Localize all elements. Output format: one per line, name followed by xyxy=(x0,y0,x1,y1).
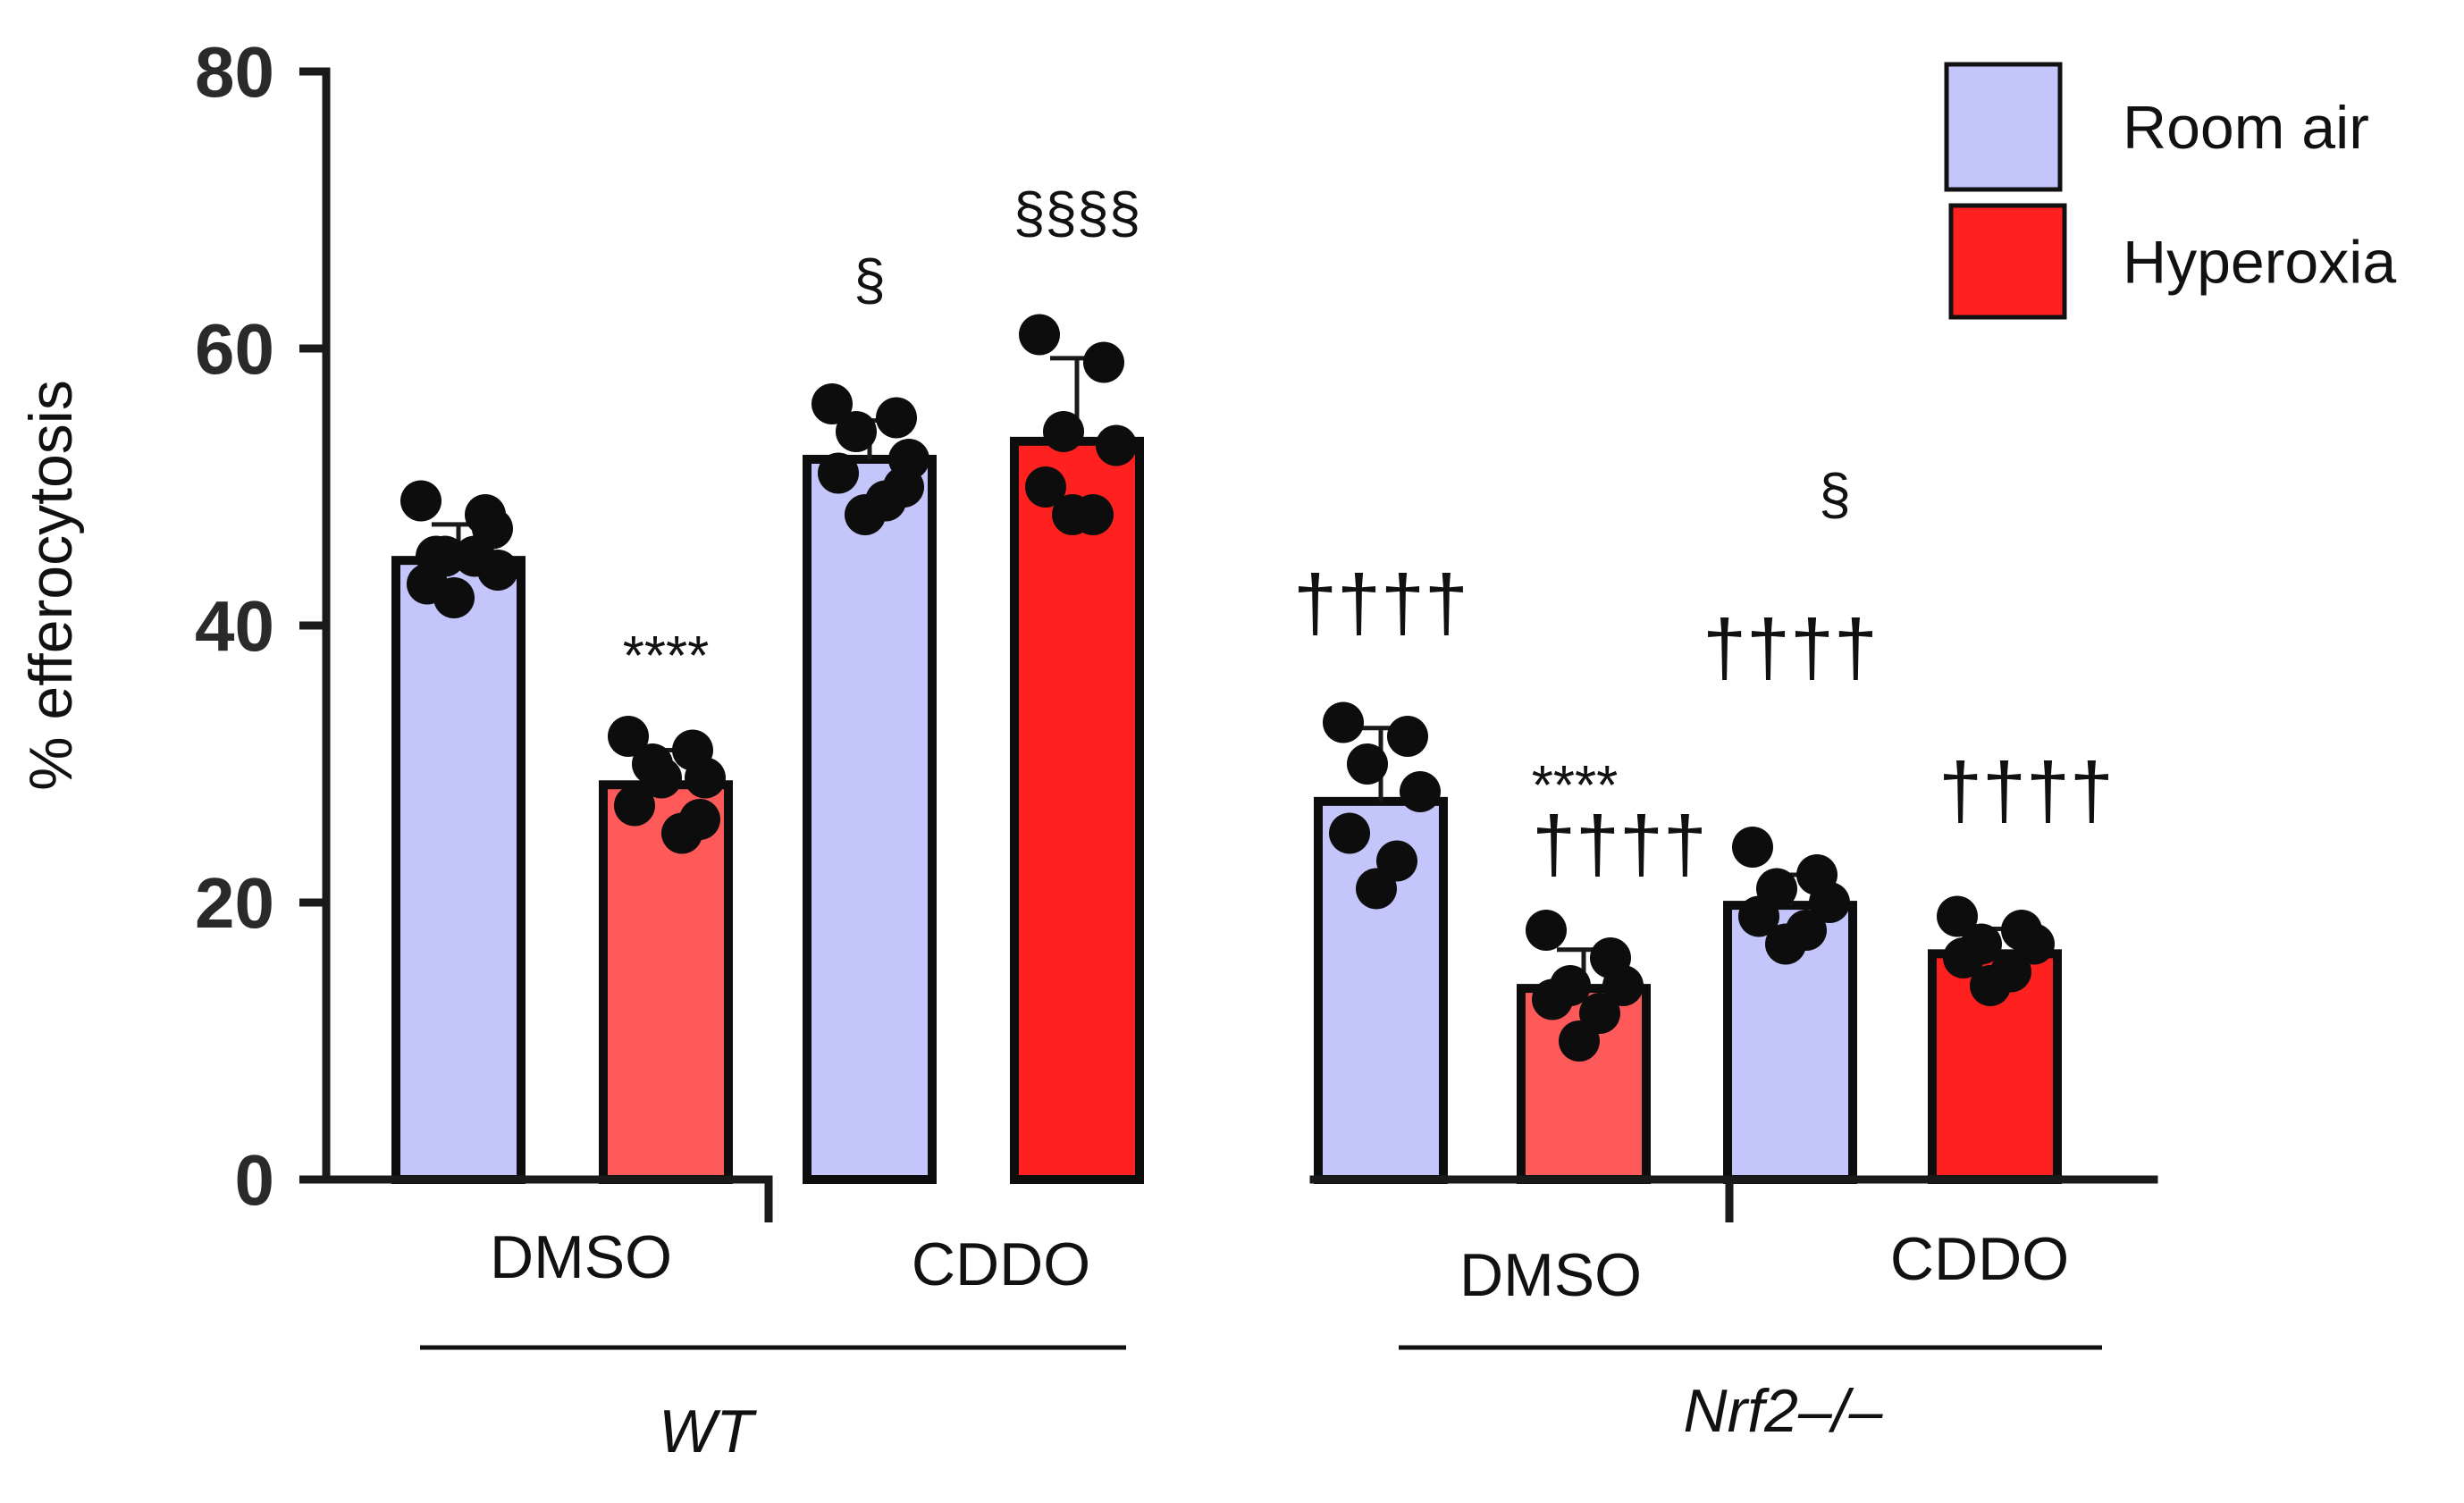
data-point xyxy=(812,383,853,424)
data-point xyxy=(1043,411,1084,452)
data-point xyxy=(1809,882,1850,923)
data-point xyxy=(1323,701,1364,743)
legend-swatch xyxy=(1944,62,2063,192)
data-point xyxy=(433,577,475,618)
data-point xyxy=(1400,771,1441,812)
significance-marker: †††† xyxy=(1938,746,2114,835)
significance-marker: **** xyxy=(1532,755,1619,817)
bar-4 xyxy=(1314,796,1448,1184)
significance-marker: †††† xyxy=(1293,558,1468,647)
treatment-label: DMSO xyxy=(490,1223,672,1291)
y-tick-label: 20 xyxy=(195,863,274,943)
group-label: WT xyxy=(659,1398,757,1465)
data-point xyxy=(416,535,457,577)
data-point xyxy=(883,466,924,508)
data-point xyxy=(1347,743,1388,785)
data-point xyxy=(608,716,649,757)
legend-swatch xyxy=(1948,203,2067,320)
treatment-label: DMSO xyxy=(1459,1241,1642,1309)
data-point xyxy=(1083,341,1124,383)
significance-marker: **** xyxy=(623,626,710,687)
bar-3 xyxy=(1010,436,1144,1185)
bar-2 xyxy=(803,455,937,1184)
data-point xyxy=(1019,314,1060,356)
data-point xyxy=(1052,494,1093,535)
data-point xyxy=(845,494,886,535)
plot-area: ****§§§§§††††****††††§†††††††† xyxy=(391,181,2114,1185)
data-point xyxy=(472,508,513,550)
data-point xyxy=(1732,827,1773,868)
axes: 0 20 40 60 80 xyxy=(195,32,2158,1222)
data-point xyxy=(1559,1020,1600,1062)
y-tick-label: 40 xyxy=(195,586,274,666)
significance-marker: §§§§ xyxy=(1013,181,1140,245)
bar-1 xyxy=(599,780,733,1184)
data-point xyxy=(876,397,917,439)
legend-label: Hyperoxia xyxy=(2123,229,2396,297)
data-point xyxy=(818,452,859,494)
significance-marker: § xyxy=(1819,462,1851,526)
data-point xyxy=(641,757,682,799)
bar-0 xyxy=(391,556,526,1184)
data-point xyxy=(1096,424,1137,466)
data-point xyxy=(1025,466,1066,508)
data-point xyxy=(1738,895,1779,937)
data-point xyxy=(1602,965,1644,1006)
significance-marker: § xyxy=(854,248,886,312)
data-point xyxy=(685,757,726,799)
y-tick-label: 80 xyxy=(195,32,274,112)
data-point xyxy=(1387,716,1428,757)
data-point xyxy=(1765,923,1806,965)
significance-marker: †††† xyxy=(1532,800,1707,888)
data-point xyxy=(836,411,877,452)
data-point xyxy=(1526,910,1567,951)
legend: Room air Hyperoxia xyxy=(1944,62,2396,320)
y-axis-label: % efferocytosis xyxy=(17,380,85,791)
data-point xyxy=(2014,923,2055,965)
data-point xyxy=(400,480,442,522)
significance-marker: †††† xyxy=(1703,603,1878,692)
data-point xyxy=(1943,937,1984,978)
legend-label: Room air xyxy=(2123,94,2369,162)
data-point xyxy=(1329,812,1370,854)
data-point xyxy=(1356,868,1397,910)
data-point xyxy=(1970,965,2011,1006)
data-point xyxy=(679,799,720,840)
treatment-label: CDDO xyxy=(1890,1225,2069,1293)
axis-labels: % efferocytosis DMSO CDDO DMSO CDDO WT Nrf2–/– xyxy=(17,380,2102,1465)
group-label: Nrf2–/– xyxy=(1684,1377,1884,1445)
y-tick-label: 0 xyxy=(235,1140,275,1220)
data-point xyxy=(1532,978,1573,1020)
data-point xyxy=(1937,895,1978,937)
data-point xyxy=(614,785,655,827)
treatment-label: CDDO xyxy=(912,1230,1090,1298)
y-tick-label: 60 xyxy=(195,309,274,389)
